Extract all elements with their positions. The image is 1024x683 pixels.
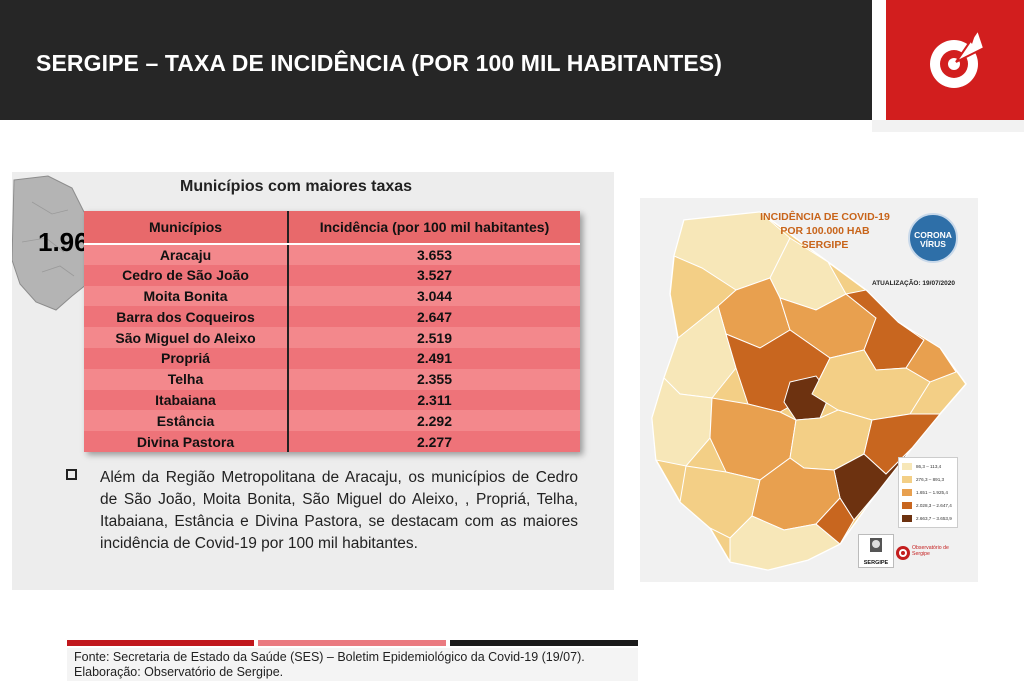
legend-label: 86,3 – 113,4 [916,464,942,469]
incidence-value: 2.355 [288,368,580,390]
table-row: Divina Pastora 2.277 [84,431,580,452]
map-title-line: POR 100.000 HAB [780,225,870,237]
coronavirus-badge: CORONA VÍRUS [908,213,958,263]
table-row: Cedro de São João 3.527 [84,264,580,286]
table-row: Aracaju 3.653 [84,244,580,265]
checkbox-bullet-icon [66,469,77,480]
bullet-text: Além da Região Metropolitana de Aracaju,… [100,469,578,552]
map-title: INCIDÊNCIA DE COVID-19 POR 100.000 HAB S… [740,210,910,252]
municipality-name: Telha [84,368,289,390]
legend-item: 2.028,3 – 2.647,4 [902,499,954,512]
map-legend: 86,3 – 113,4 276,3 – 891,3 1.651 – 1.925… [898,457,958,528]
map-title-line: SERGIPE [801,239,849,251]
legend-item: 86,3 – 113,4 [902,460,954,473]
incidence-value: 2.491 [288,347,580,369]
legend-swatch [902,476,912,483]
table-row: São Miguel do Aleixo 2.519 [84,327,580,348]
map-title-line: INCIDÊNCIA DE COVID-19 [760,211,890,223]
municipality-name: São Miguel do Aleixo [84,327,289,348]
municipality-name: Propriá [84,347,289,369]
column-header-municipality: Municípios [84,211,289,245]
table-row: Barra dos Coqueiros 2.647 [84,306,580,328]
footer [67,648,638,681]
brand-logo [886,0,1024,120]
map-update-date: ATUALIZAÇÃO: 19/07/2020 [872,280,955,287]
legend-item: 1.651 – 1.925,4 [902,486,954,499]
target-logo-icon [930,27,986,88]
table-row: Moita Bonita 3.044 [84,285,580,307]
table-row: Estância 2.292 [84,410,580,432]
observatorio-logo-text: Observatório de Sergipe [912,545,949,557]
footer-bar-red [67,640,254,646]
legend-swatch [902,463,912,470]
footer-bar-black [450,640,638,646]
incidence-value: 2.647 [288,306,580,328]
incidence-table: Municípios Incidência (por 100 mil habit… [84,211,580,452]
footer-credit: Elaboração: Observatório de Sergipe. [74,665,284,679]
incidence-value: 3.653 [288,244,580,265]
legend-label: 276,3 – 891,3 [916,477,945,482]
bullet-note: Além da Região Metropolitana de Aracaju,… [66,467,578,555]
page-title: SERGIPE – TAXA DE INCIDÊNCIA (POR 100 MI… [36,50,723,76]
incidence-value: 3.527 [288,264,580,286]
municipality-name: Divina Pastora [84,431,289,452]
table-row: Propriá 2.491 [84,347,580,369]
table-row: Itabaiana 2.311 [84,389,580,411]
column-header-incidence: Incidência (por 100 mil habitantes) [288,211,580,245]
table-title: Municípios com maiores taxas [180,178,413,195]
target-logo-icon [896,546,910,560]
table-row: Telha 2.355 [84,368,580,390]
legend-item: 276,3 – 891,3 [902,473,954,486]
municipality-name: Estância [84,410,289,432]
legend-swatch [902,515,912,522]
crest-icon [870,538,882,552]
incidence-value: 2.311 [288,389,580,411]
header-separator [872,120,1024,132]
sergipe-government-logo: SERGIPE [858,534,894,568]
footer-source: Fonte: Secretaria de Estado da Saúde (SE… [74,650,585,664]
legend-label: 1.651 – 1.925,4 [916,490,948,495]
municipality-name: Cedro de São João [84,264,289,286]
legend-swatch [902,489,912,496]
incidence-value: 3.044 [288,285,580,307]
badge-text: CORONA VÍRUS [914,230,952,249]
incidence-value: 2.519 [288,327,580,348]
header-bar [0,0,872,120]
municipality-name: Itabaiana [84,389,289,411]
incidence-value: 2.292 [288,410,580,432]
legend-item: 2.663,7 – 3.653,9 [902,512,954,525]
choropleth-map [651,211,967,571]
municipality-name: Moita Bonita [84,285,289,307]
municipality-name: Barra dos Coqueiros [84,306,289,328]
sergipe-logo-text: SERGIPE [863,560,889,566]
observatorio-logo: Observatório de Sergipe [895,540,959,568]
legend-swatch [902,502,912,509]
municipality-name: Aracaju [84,244,289,265]
legend-label: 2.663,7 – 3.653,9 [916,516,952,521]
legend-label: 2.028,3 – 2.647,4 [916,503,952,508]
incidence-value: 2.277 [288,431,580,452]
footer-bar-pink [258,640,446,646]
